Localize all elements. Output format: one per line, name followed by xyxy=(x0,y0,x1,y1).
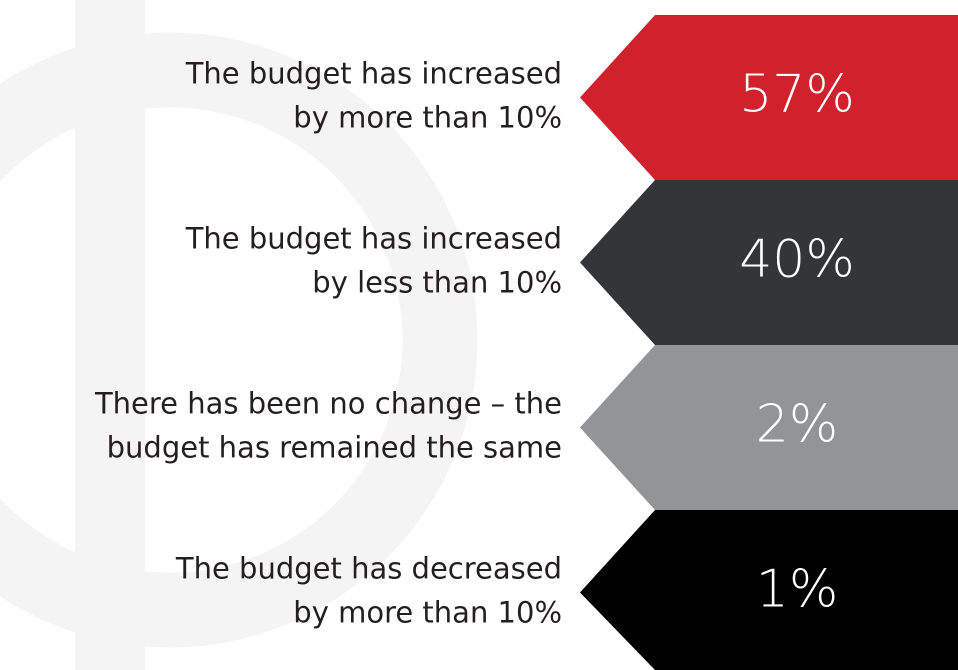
arrow-shape xyxy=(580,180,958,345)
percentage: 2% xyxy=(756,395,839,455)
percentage: 40% xyxy=(739,230,855,290)
percentage: 57% xyxy=(739,65,855,125)
label-line: There has been no change – the xyxy=(94,387,562,421)
rows: 57% The budget has increased by more than … xyxy=(94,15,958,670)
arrow-shape xyxy=(580,510,958,670)
label-line: by less than 10% xyxy=(312,266,562,300)
percentage: 1% xyxy=(756,560,839,620)
label-line: The budget has decreased xyxy=(175,552,562,586)
label-line: The budget has increased xyxy=(185,222,562,256)
arrow-shape xyxy=(580,345,958,510)
label-line: budget has remained the same xyxy=(107,431,562,465)
watermark-ring xyxy=(0,32,478,648)
label-line: by more than 10% xyxy=(293,596,562,630)
label-line: The budget has increased xyxy=(185,57,562,91)
arrow-shape xyxy=(580,15,958,180)
label-line: by more than 10% xyxy=(293,101,562,135)
watermark xyxy=(0,0,478,670)
watermark-bar xyxy=(75,0,145,670)
